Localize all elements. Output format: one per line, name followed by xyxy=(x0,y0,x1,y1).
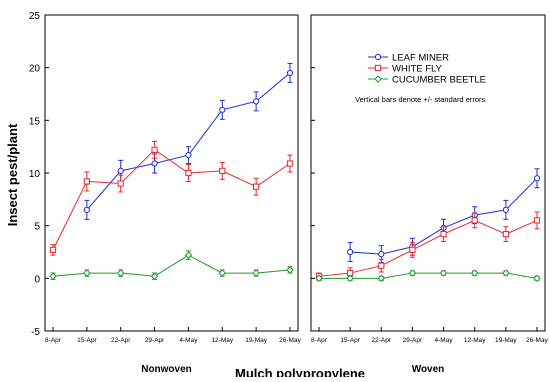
y-tick-label: -5 xyxy=(31,327,40,338)
data-point xyxy=(471,269,479,277)
x-tick-label: 4-May xyxy=(179,337,198,344)
data-point xyxy=(502,269,510,277)
y-tick-label: 25 xyxy=(29,11,41,22)
data-point xyxy=(218,269,226,277)
data-point xyxy=(286,69,294,77)
x-tick-label: 29-Apr xyxy=(145,337,165,344)
data-point xyxy=(533,217,541,224)
series-leaf-miner xyxy=(83,62,294,220)
data-point xyxy=(184,251,193,259)
plot-frame xyxy=(44,14,299,332)
legend-label: WHITE FLY xyxy=(392,64,443,75)
data-point xyxy=(378,251,385,258)
series-white-fly xyxy=(49,140,294,256)
data-point xyxy=(440,230,447,238)
series-line xyxy=(318,219,538,277)
y-tick-label: 5 xyxy=(34,222,40,233)
data-point xyxy=(83,269,91,277)
data-point xyxy=(151,160,158,167)
x-tick-label: 22-Apr xyxy=(372,337,392,344)
x-tick-label: 12-May xyxy=(211,337,233,344)
data-point xyxy=(252,269,260,277)
data-point xyxy=(409,246,416,253)
legend-label: CUCUMBER BEETLE xyxy=(392,75,486,86)
data-point xyxy=(286,160,294,167)
data-point xyxy=(346,274,354,283)
series-line xyxy=(86,72,291,211)
legend-label: LEAF MINER xyxy=(392,53,449,64)
legend-marker xyxy=(374,53,382,61)
data-point xyxy=(83,206,90,213)
data-point xyxy=(378,262,385,269)
x-tick-label: 4-May xyxy=(435,337,454,344)
x-tick-label: 15-Apr xyxy=(77,337,97,344)
x-tick-label: 19-May xyxy=(245,337,267,344)
data-point xyxy=(253,183,260,190)
x-tick-label: 26-May xyxy=(279,337,301,344)
y-tick-label: 20 xyxy=(29,64,41,75)
data-point xyxy=(253,98,260,105)
series-cucumber-beetle xyxy=(315,269,541,283)
data-point xyxy=(83,178,90,185)
x-tick-label: 15-Apr xyxy=(340,337,360,344)
data-point xyxy=(471,217,478,224)
data-point xyxy=(219,167,226,174)
series-line xyxy=(319,272,538,279)
legend-marker xyxy=(374,75,382,83)
data-point xyxy=(347,248,354,256)
data-point xyxy=(502,206,509,213)
data-point xyxy=(502,230,509,238)
series-line xyxy=(350,177,538,255)
data-point xyxy=(219,106,226,113)
panel-label: Woven xyxy=(412,364,445,375)
y-tick-label: 15 xyxy=(29,116,41,127)
data-point xyxy=(439,269,448,277)
data-point xyxy=(151,146,158,153)
y-tick-label: 10 xyxy=(29,169,41,180)
legend-note: Vertical bars denote +/- standard errors xyxy=(355,95,486,104)
data-point xyxy=(286,266,294,274)
series-cucumber-beetle xyxy=(49,250,294,280)
x-tick-label: 8-Apr xyxy=(45,337,62,344)
data-point xyxy=(150,272,159,280)
data-point xyxy=(49,246,57,253)
panel-label: Nonwoven xyxy=(141,364,192,375)
series-leaf-miner xyxy=(347,168,541,264)
series-line xyxy=(52,254,291,277)
data-point xyxy=(185,151,192,159)
y-tick-label: 0 xyxy=(34,274,40,285)
data-point xyxy=(533,274,541,283)
series-line xyxy=(52,149,291,251)
panel-nonwoven: -5 0 5 10 15 20 25 8-Apr 15-Apr 22-Apr 29-Apr 4-May… xyxy=(29,11,302,375)
data-point xyxy=(49,272,57,280)
x-axis-title: Mulch polypropylene xyxy=(235,366,365,377)
x-tick-label: 19-May xyxy=(495,337,517,344)
panels-layer: -5 0 5 10 15 20 25 8-Apr 15-Apr 22-Apr 29-Apr 4-May… xyxy=(29,11,549,375)
x-tick-label: 26-May xyxy=(526,337,548,344)
x-tick-label: 29-Apr xyxy=(403,337,423,344)
data-point xyxy=(117,167,124,174)
y-axis-title: Insect pest/plant xyxy=(5,123,20,226)
data-point xyxy=(315,274,323,283)
data-point xyxy=(377,274,385,283)
data-point xyxy=(117,180,124,187)
panel-woven: 8-Apr 15-Apr 22-Apr 29-Apr 4-May 12-May 19-May… xyxy=(310,14,549,375)
data-point xyxy=(185,169,192,177)
x-tick-label: 22-Apr xyxy=(111,337,131,344)
data-point xyxy=(408,269,417,277)
x-tick-label: 12-May xyxy=(464,337,486,344)
legend-marker xyxy=(374,64,382,72)
x-tick-label: 8-Apr xyxy=(311,337,328,344)
data-point xyxy=(117,269,125,277)
data-point xyxy=(533,175,541,182)
